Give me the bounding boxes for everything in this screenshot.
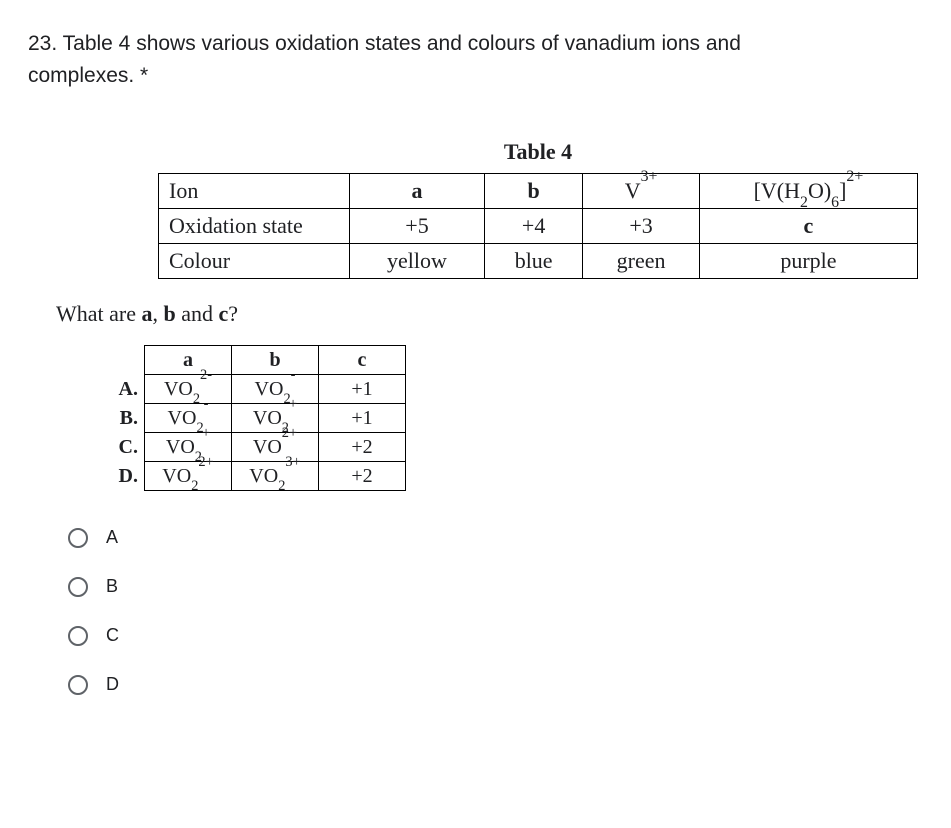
table4-cell-1-3: c [699, 209, 917, 244]
ans-B-c: +1 [319, 404, 406, 433]
answer-choices-table: a b c A. VO22- VO2- +1 B. VO2- VO2+ +1 C… [96, 345, 406, 491]
option-label: C [106, 625, 119, 646]
table4-cell-2-2: green [583, 244, 700, 279]
table4-cell-0-0: a [350, 174, 485, 209]
radio-options-group: A B C D [68, 527, 923, 695]
option-label: D [106, 674, 119, 695]
question-stem: 23. Table 4 shows various oxidation stat… [28, 28, 923, 91]
ans-A-b: VO2- [232, 375, 319, 404]
table4-cell-1-1: +4 [485, 209, 583, 244]
ans-col-a: a [145, 346, 232, 375]
table4-row-ion: Ion a b V3+ [V(H2O)6]2+ [159, 174, 918, 209]
ans-A-a: VO22- [145, 375, 232, 404]
ans-header-row: a b c [96, 346, 406, 375]
ans-B-a: VO2- [145, 404, 232, 433]
ans-row-C: C. VO2+ VO2+ +2 [96, 433, 406, 462]
table4-cell-1-0: +5 [350, 209, 485, 244]
radio-icon[interactable] [68, 675, 88, 695]
table4-caption: Table 4 [158, 139, 918, 165]
ans-D-b: VO23+ [232, 462, 319, 491]
table4: Ion a b V3+ [V(H2O)6]2+ Oxidation state … [158, 173, 918, 279]
ans-row-B: B. VO2- VO2+ +1 [96, 404, 406, 433]
option-D[interactable]: D [68, 674, 923, 695]
option-C[interactable]: C [68, 625, 923, 646]
question-line-1: 23. Table 4 shows various oxidation stat… [28, 32, 741, 55]
ans-row-A: A. VO22- VO2- +1 [96, 375, 406, 404]
radio-icon[interactable] [68, 577, 88, 597]
ans-D-a: VO22+ [145, 462, 232, 491]
table4-cell-2-1: blue [485, 244, 583, 279]
ans-A-c: +1 [319, 375, 406, 404]
table4-cell-1-2: +3 [583, 209, 700, 244]
radio-icon[interactable] [68, 528, 88, 548]
option-label: B [106, 576, 118, 597]
option-A[interactable]: A [68, 527, 923, 548]
option-B[interactable]: B [68, 576, 923, 597]
ans-C-a: VO2+ [145, 433, 232, 462]
ans-label-B: B. [96, 404, 145, 433]
ans-C-c: +2 [319, 433, 406, 462]
table4-cell-0-3: [V(H2O)6]2+ [699, 174, 917, 209]
table4-cell-2-0: yellow [350, 244, 485, 279]
ans-B-b: VO2+ [232, 404, 319, 433]
ans-label-C: C. [96, 433, 145, 462]
ans-label-D: D. [96, 462, 145, 491]
table4-cell-0-1: b [485, 174, 583, 209]
ans-label-A: A. [96, 375, 145, 404]
table4-row-oxstate: Oxidation state +5 +4 +3 c [159, 209, 918, 244]
ans-D-c: +2 [319, 462, 406, 491]
question-page: 23. Table 4 shows various oxidation stat… [0, 0, 951, 828]
ans-blank-corner [96, 346, 145, 375]
radio-icon[interactable] [68, 626, 88, 646]
question-line-2: complexes. * [28, 64, 148, 87]
table4-cell-2-3: purple [699, 244, 917, 279]
ans-col-c: c [319, 346, 406, 375]
table4-cell-0-2: V3+ [583, 174, 700, 209]
sub-question: What are a, b and c? [56, 301, 923, 327]
option-label: A [106, 527, 118, 548]
table4-rowheader-2: Colour [159, 244, 350, 279]
ans-col-b: b [232, 346, 319, 375]
ans-row-D: D. VO22+ VO23+ +2 [96, 462, 406, 491]
table4-rowheader-1: Oxidation state [159, 209, 350, 244]
table4-rowheader-0: Ion [159, 174, 350, 209]
ans-C-b: VO2+ [232, 433, 319, 462]
table4-row-colour: Colour yellow blue green purple [159, 244, 918, 279]
